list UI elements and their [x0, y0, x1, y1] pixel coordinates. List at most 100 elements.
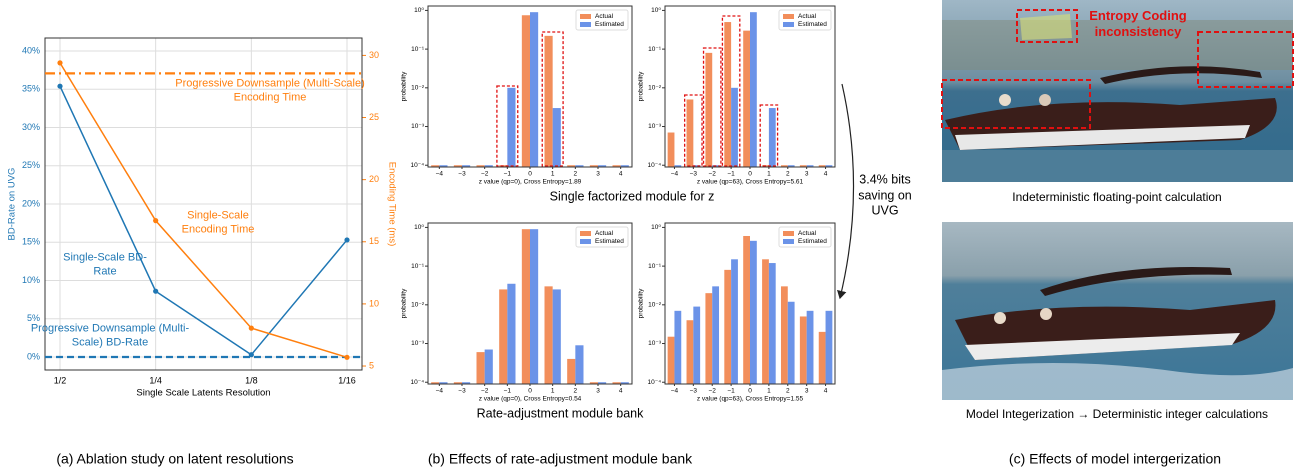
bar — [674, 165, 682, 167]
panel-b-bottom-caption: Rate-adjustment module bank — [477, 406, 645, 420]
x-tick-label: 1 — [767, 388, 771, 395]
bar — [544, 35, 553, 167]
legend-label: Actual — [798, 230, 817, 237]
point — [57, 60, 63, 66]
legend-label: Estimated — [798, 21, 827, 28]
point — [57, 83, 63, 89]
y-tick-label: 10⁻⁴ — [411, 162, 425, 169]
bar — [530, 229, 539, 384]
bar — [787, 301, 795, 384]
y2-tick-label: 30 — [369, 50, 379, 60]
legend-swatch — [580, 239, 591, 244]
bar — [462, 165, 471, 167]
bar — [521, 229, 530, 384]
x-tick-label: 2 — [786, 171, 790, 178]
y-tick-label: 10⁻¹ — [648, 263, 662, 270]
photo-int — [942, 222, 1293, 400]
y-tick-label: 35% — [22, 84, 40, 94]
bar — [552, 289, 561, 384]
bar — [589, 382, 598, 384]
x-tick-label: 2 — [786, 388, 790, 395]
legend-label: Estimated — [595, 21, 624, 28]
x-tick-label: −4 — [436, 171, 444, 178]
x-tick-label: 4 — [824, 388, 828, 395]
bar — [484, 349, 493, 384]
y-tick-label: 10⁻¹ — [411, 263, 425, 270]
bar — [612, 382, 621, 384]
highlight-box — [759, 104, 779, 167]
x-tick-label: 0 — [748, 388, 752, 395]
legend-swatch — [783, 14, 794, 19]
bar — [589, 165, 598, 167]
arrow-label: 3.4% bits saving on UVG — [858, 172, 912, 218]
photo-float — [941, 0, 1294, 182]
x-tick-label: −3 — [690, 171, 698, 178]
bar — [484, 165, 493, 167]
y-tick-label: 10⁰ — [414, 224, 424, 231]
bar — [431, 382, 440, 384]
panel-b-top-caption: Single factorized module for z — [550, 189, 715, 203]
x-tick-label: 1 — [551, 388, 555, 395]
bar — [667, 132, 675, 167]
y-tick-label: 10⁻⁴ — [648, 162, 662, 169]
bar — [780, 286, 788, 384]
bar — [818, 165, 826, 167]
x-tick-label: 0 — [528, 388, 532, 395]
bar — [552, 108, 561, 167]
y2-tick-label: 10 — [369, 298, 379, 308]
point — [248, 352, 254, 358]
y-axis-label: probability — [401, 288, 408, 318]
x-tick-label: −1 — [504, 388, 512, 395]
legend-label: Actual — [595, 230, 614, 237]
bar — [507, 87, 516, 167]
legend-swatch — [580, 231, 591, 236]
x-axis-label: z value (qp=0), Cross Entropy=0.54 — [479, 396, 582, 403]
bar — [530, 12, 539, 168]
y-tick-label: 30% — [22, 122, 40, 132]
bar — [799, 165, 807, 167]
bar — [575, 165, 584, 167]
bar — [731, 259, 738, 384]
bar — [806, 165, 814, 167]
x-axis-label: z value (qp=63), Cross Entropy=5.61 — [697, 179, 804, 186]
bar — [507, 283, 516, 384]
bar — [567, 358, 576, 384]
y-axis-label: BD-Rate on UVG — [7, 168, 18, 241]
x-tick-label: −4 — [671, 388, 679, 395]
x-tick-label: −2 — [481, 171, 489, 178]
bar — [620, 165, 629, 167]
x-tick-label: 3 — [805, 171, 809, 178]
bar — [768, 108, 776, 167]
legend-label: Estimated — [595, 238, 624, 245]
highlight-box — [683, 94, 703, 167]
bar — [743, 30, 750, 168]
y-tick-label: 10⁻⁴ — [648, 379, 662, 386]
series-label: Single-Scale Encoding Time — [181, 209, 255, 235]
bar — [806, 310, 814, 384]
highlight-box — [496, 85, 519, 167]
point — [153, 218, 159, 224]
x-axis-label: Single Scale Latents Resolution — [136, 388, 270, 399]
y-tick-label: 10⁻² — [648, 302, 662, 309]
x-tick-label: 4 — [824, 171, 828, 178]
x-tick-label: 1/16 — [338, 375, 356, 385]
y-tick-label: 10⁻³ — [411, 340, 425, 347]
x-tick-label: −3 — [458, 388, 466, 395]
series-line — [59, 62, 348, 359]
bar — [743, 235, 750, 384]
bar — [476, 352, 485, 384]
bar — [620, 382, 629, 384]
bar — [750, 240, 757, 384]
bar — [462, 382, 471, 384]
bar — [787, 165, 795, 167]
bar — [431, 165, 440, 167]
y-tick-label: 10⁻² — [648, 85, 662, 92]
bar — [521, 15, 530, 167]
x-tick-label: −2 — [709, 171, 717, 178]
point — [344, 354, 350, 360]
y-tick-label: 0% — [27, 351, 40, 361]
bar — [686, 99, 694, 167]
x-tick-label: 4 — [619, 171, 623, 178]
bar — [674, 310, 682, 384]
